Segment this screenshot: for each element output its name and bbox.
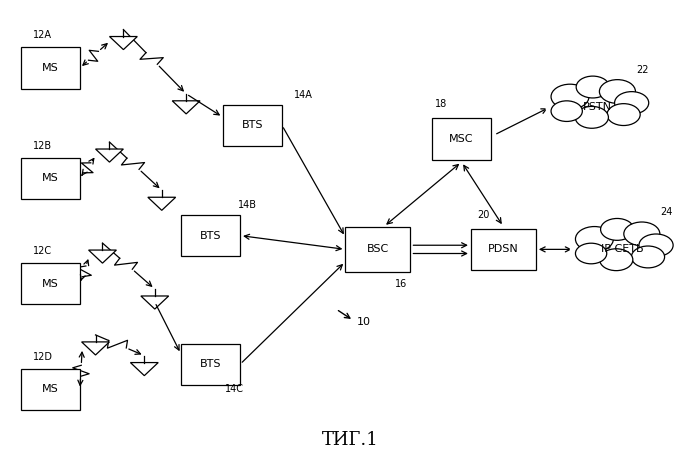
- Text: 12B: 12B: [33, 140, 52, 151]
- Circle shape: [575, 243, 607, 264]
- Text: PSTN: PSTN: [583, 102, 612, 112]
- Circle shape: [551, 84, 589, 109]
- Text: MSC: MSC: [449, 134, 474, 144]
- Circle shape: [601, 219, 634, 240]
- Circle shape: [575, 226, 613, 251]
- Text: 20: 20: [477, 210, 489, 219]
- Bar: [181, 344, 240, 385]
- Circle shape: [599, 79, 636, 103]
- Polygon shape: [109, 36, 137, 49]
- Text: 14A: 14A: [294, 90, 313, 100]
- Text: 12D: 12D: [33, 352, 52, 362]
- Circle shape: [615, 91, 649, 114]
- Text: 18: 18: [435, 99, 447, 109]
- Text: 22: 22: [636, 65, 648, 74]
- Bar: [20, 263, 80, 304]
- Circle shape: [607, 103, 640, 126]
- Text: BTS: BTS: [241, 121, 263, 130]
- Circle shape: [639, 234, 673, 256]
- Bar: [20, 369, 80, 410]
- Circle shape: [600, 249, 633, 271]
- Text: PDSN: PDSN: [488, 244, 519, 255]
- Text: ΤИГ.1: ΤИГ.1: [321, 431, 379, 449]
- Polygon shape: [82, 342, 109, 355]
- Text: 12A: 12A: [33, 30, 52, 40]
- Text: IP СЕТЬ: IP СЕТЬ: [601, 244, 643, 255]
- Bar: [20, 47, 80, 89]
- Polygon shape: [172, 101, 200, 114]
- Polygon shape: [89, 250, 116, 263]
- Text: 24: 24: [660, 207, 673, 217]
- Bar: [471, 229, 536, 270]
- Bar: [432, 118, 491, 160]
- Circle shape: [551, 101, 582, 122]
- Circle shape: [576, 76, 610, 98]
- Bar: [20, 158, 80, 199]
- Ellipse shape: [545, 81, 650, 133]
- Text: BTS: BTS: [199, 359, 221, 369]
- Polygon shape: [148, 197, 176, 210]
- Text: BTS: BTS: [199, 231, 221, 241]
- Text: BSC: BSC: [367, 244, 389, 255]
- Circle shape: [624, 222, 660, 246]
- Circle shape: [631, 246, 664, 268]
- Text: 12C: 12C: [33, 246, 52, 256]
- Circle shape: [575, 106, 608, 128]
- Text: 16: 16: [395, 279, 407, 289]
- Polygon shape: [95, 149, 123, 162]
- Ellipse shape: [570, 224, 674, 275]
- Polygon shape: [130, 363, 158, 376]
- Polygon shape: [141, 296, 169, 309]
- Bar: [223, 105, 282, 146]
- Text: MS: MS: [42, 63, 59, 73]
- Text: MS: MS: [42, 279, 59, 289]
- Bar: [181, 215, 240, 256]
- Text: 14C: 14C: [225, 384, 244, 394]
- Bar: [345, 227, 410, 272]
- Text: MS: MS: [42, 384, 59, 395]
- Text: 10: 10: [357, 317, 371, 327]
- Text: 14B: 14B: [239, 201, 258, 210]
- Text: MS: MS: [42, 173, 59, 183]
